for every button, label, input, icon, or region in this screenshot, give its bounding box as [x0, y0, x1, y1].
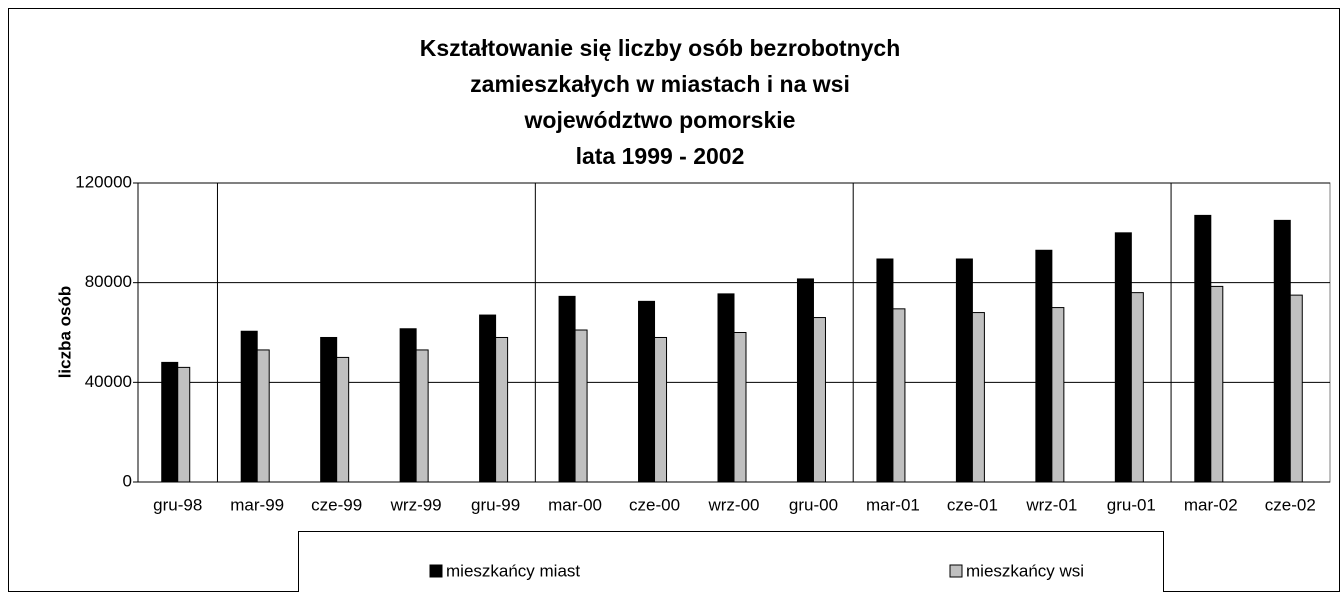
x-tick-label: gru-00 — [789, 495, 838, 514]
bar — [256, 349, 270, 483]
x-tick-label: wrz-99 — [390, 495, 442, 514]
bar — [1130, 292, 1144, 483]
bar — [320, 336, 338, 483]
bar — [574, 329, 588, 483]
x-tick-label: cze-02 — [1265, 495, 1316, 514]
y-axis-label: liczba osób — [55, 286, 74, 379]
chart-title: lata 1999 - 2002 — [576, 143, 745, 169]
bar — [1035, 249, 1053, 483]
y-tick-label: 80000 — [85, 272, 132, 291]
chart-title: województwo pomorskie — [524, 107, 796, 133]
bar — [1210, 285, 1224, 483]
x-tick-label: wrz-00 — [707, 495, 759, 514]
legend-box — [298, 531, 1164, 592]
bar — [399, 328, 417, 483]
bar — [654, 336, 668, 483]
legend-label: mieszkańcy wsi — [966, 561, 1084, 580]
bar — [1114, 232, 1132, 483]
bar — [717, 293, 735, 483]
bar — [558, 295, 576, 483]
x-tick-label: wrz-01 — [1025, 495, 1077, 514]
bar — [638, 300, 656, 483]
bar — [955, 258, 973, 483]
x-tick-label: cze-99 — [311, 495, 362, 514]
y-tick-label: 120000 — [75, 172, 132, 191]
bar — [812, 317, 826, 483]
legend-swatch — [429, 564, 443, 578]
bar — [1051, 307, 1065, 483]
y-tick-label: 40000 — [85, 372, 132, 391]
bar — [971, 312, 985, 483]
x-tick-label: mar-02 — [1184, 495, 1238, 514]
bar — [479, 314, 497, 483]
bar — [495, 336, 509, 483]
x-tick-label: gru-99 — [471, 495, 520, 514]
bar — [177, 366, 191, 483]
x-tick-label: cze-00 — [629, 495, 680, 514]
bar — [733, 332, 747, 483]
chart-title: Kształtowanie się liczby osób bezrobotny… — [420, 35, 901, 61]
bar — [240, 330, 258, 483]
chart-title: zamieszkałych w miastach i na wsi — [470, 71, 850, 97]
bar — [1273, 219, 1291, 483]
bar — [336, 356, 350, 483]
bar — [796, 278, 814, 483]
bar — [1194, 214, 1212, 483]
bar — [161, 361, 179, 483]
bar — [892, 308, 906, 483]
x-tick-label: mar-99 — [230, 495, 284, 514]
x-tick-label: gru-01 — [1107, 495, 1156, 514]
x-tick-label: mar-00 — [548, 495, 602, 514]
y-tick-label: 0 — [123, 471, 132, 490]
x-tick-label: mar-01 — [866, 495, 920, 514]
legend-label: mieszkańcy miast — [446, 561, 580, 580]
bar — [876, 258, 894, 483]
x-tick-label: cze-01 — [947, 495, 998, 514]
bar — [415, 349, 429, 483]
bar — [1289, 294, 1303, 483]
x-tick-label: gru-98 — [153, 495, 202, 514]
legend-swatch — [949, 564, 963, 578]
